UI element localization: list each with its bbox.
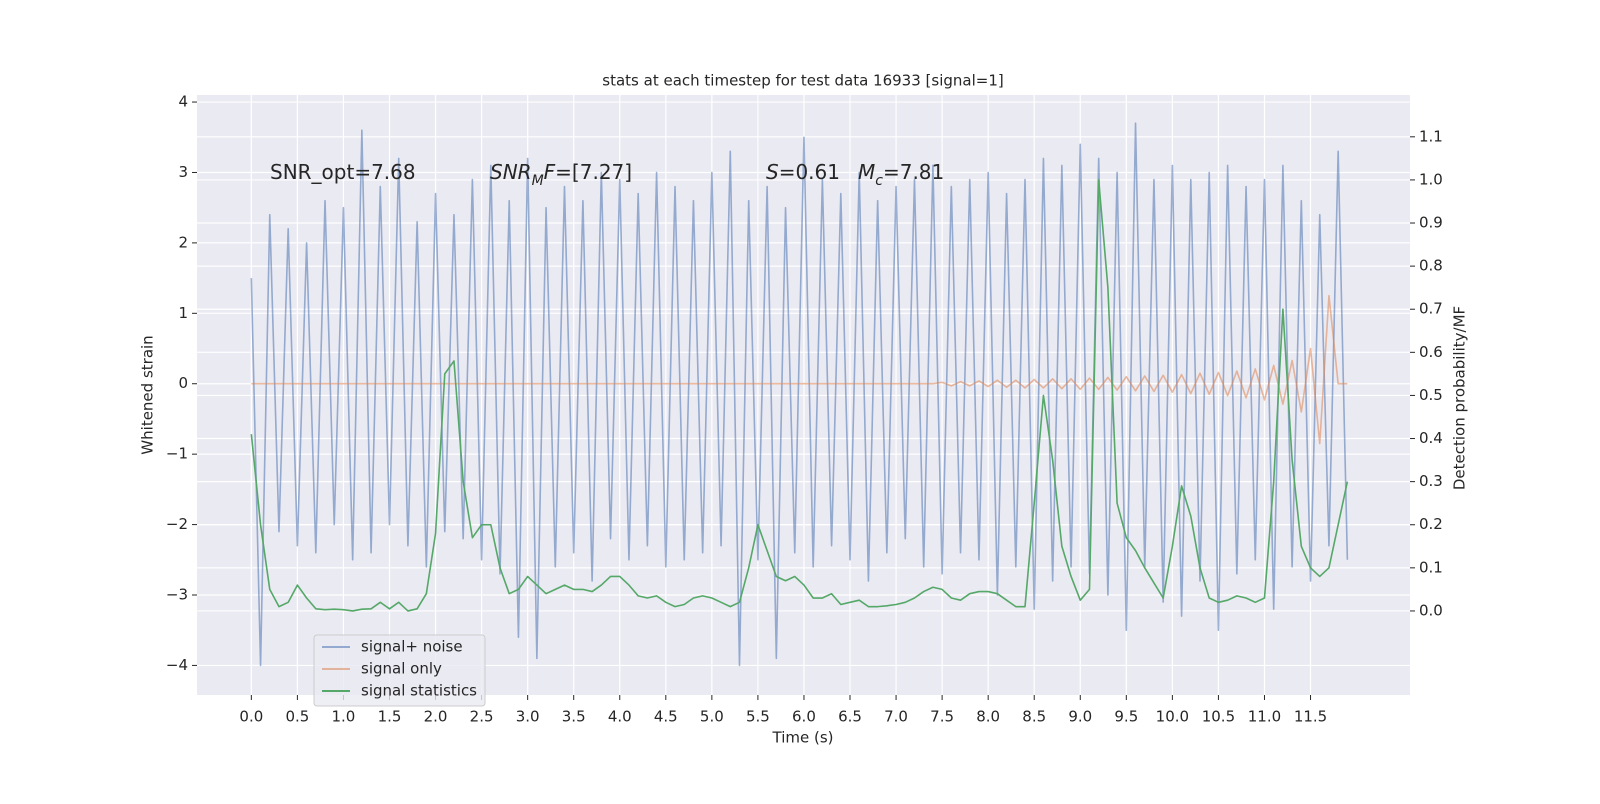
- x-tick-label: 9.0: [1068, 708, 1092, 726]
- x-tick-label: 4.0: [608, 708, 632, 726]
- y-tick-label: −4: [166, 656, 188, 674]
- x-tick-label: 2.5: [470, 708, 494, 726]
- x-tick-label: 3.0: [516, 708, 540, 726]
- y-tick-label: 0: [178, 374, 188, 392]
- annotation-run: c: [875, 173, 883, 189]
- y2-tick-label: 0.5: [1419, 386, 1443, 404]
- x-tick-label: 0.5: [285, 708, 309, 726]
- y2-tick-label: 0.8: [1419, 257, 1443, 275]
- annotation-run: M: [532, 173, 544, 189]
- y-tick-label: 4: [178, 93, 188, 111]
- x-tick-label: 5.5: [746, 708, 770, 726]
- annotation-run: SNR: [490, 160, 532, 184]
- annotation-run: =[7.27]: [555, 160, 632, 184]
- x-tick-label: 5.0: [700, 708, 724, 726]
- y-tick-label: −2: [166, 515, 188, 533]
- annotation-run: SNR_opt=7.68: [270, 160, 416, 184]
- y-tick-label: 2: [178, 233, 188, 251]
- x-tick-label: 3.5: [562, 708, 586, 726]
- annotation: SNRMF=[7.27]: [490, 160, 632, 190]
- x-tick-label: 9.5: [1114, 708, 1138, 726]
- series-line: [250, 122, 1349, 667]
- y-tick-label: −3: [166, 586, 188, 604]
- annotation-run: =0.61: [779, 160, 840, 184]
- y2-tick-label: 0.1: [1419, 558, 1443, 576]
- annotation-run: =7.81: [883, 160, 944, 184]
- y2-tick-label: 0.2: [1419, 515, 1443, 533]
- legend: signal+ noise signal only signal statistic…: [313, 634, 486, 707]
- legend-box: [313, 634, 486, 707]
- y2-tick-label: 0.9: [1419, 214, 1443, 232]
- y2-tick-label: 1.0: [1419, 170, 1443, 188]
- y2-tick-label: 0.3: [1419, 472, 1443, 490]
- legend-label: signal+ noise: [361, 638, 463, 656]
- x-tick-label: 2.0: [424, 708, 448, 726]
- chart-title: stats at each timestep for test data 169…: [602, 72, 1003, 90]
- y-axis-label: Whitened strain: [139, 335, 157, 454]
- x-tick-label: 4.5: [654, 708, 678, 726]
- y2-tick-label: 0.7: [1419, 300, 1443, 318]
- x-tick-label: 8.0: [976, 708, 1000, 726]
- y-tick-label: 3: [178, 163, 188, 181]
- x-tick-label: 10.0: [1156, 708, 1189, 726]
- x-tick-label: 10.5: [1202, 708, 1235, 726]
- y2-tick-label: 0.6: [1419, 343, 1443, 361]
- x-tick-label: 7.0: [884, 708, 908, 726]
- x-tick-label: 1.0: [332, 708, 356, 726]
- x-tick-label: 11.0: [1248, 708, 1281, 726]
- x-tick-label: 6.0: [792, 708, 816, 726]
- y2-axis-label: Detection probability/MF: [1451, 306, 1469, 490]
- x-tick-label: 8.5: [1022, 708, 1046, 726]
- y2-tick-label: 0.0: [1419, 601, 1443, 619]
- legend-label: signal statistics: [361, 682, 477, 700]
- x-tick-label: 11.5: [1294, 708, 1327, 726]
- annotation: SNR_opt=7.68: [270, 160, 416, 184]
- annotation-run: S: [766, 160, 779, 184]
- series-line: [251, 294, 1348, 445]
- annotation-run: M: [858, 160, 875, 184]
- annotation: Mc=7.81: [858, 160, 944, 190]
- annotation: S=0.61: [766, 160, 840, 184]
- y-tick-label: −1: [166, 445, 188, 463]
- y2-tick-label: 0.4: [1419, 429, 1443, 447]
- series-line: [250, 179, 1349, 612]
- annotation-run: F: [544, 160, 556, 184]
- x-axis-label: Time (s): [772, 729, 834, 747]
- x-tick-label: 0.0: [239, 708, 263, 726]
- x-tick-label: 1.5: [378, 708, 402, 726]
- x-tick-label: 6.5: [838, 708, 862, 726]
- x-tick-label: 7.5: [930, 708, 954, 726]
- y-tick-label: 1: [178, 304, 188, 322]
- y2-tick-label: 1.1: [1419, 127, 1443, 145]
- legend-label: signal only: [361, 660, 442, 678]
